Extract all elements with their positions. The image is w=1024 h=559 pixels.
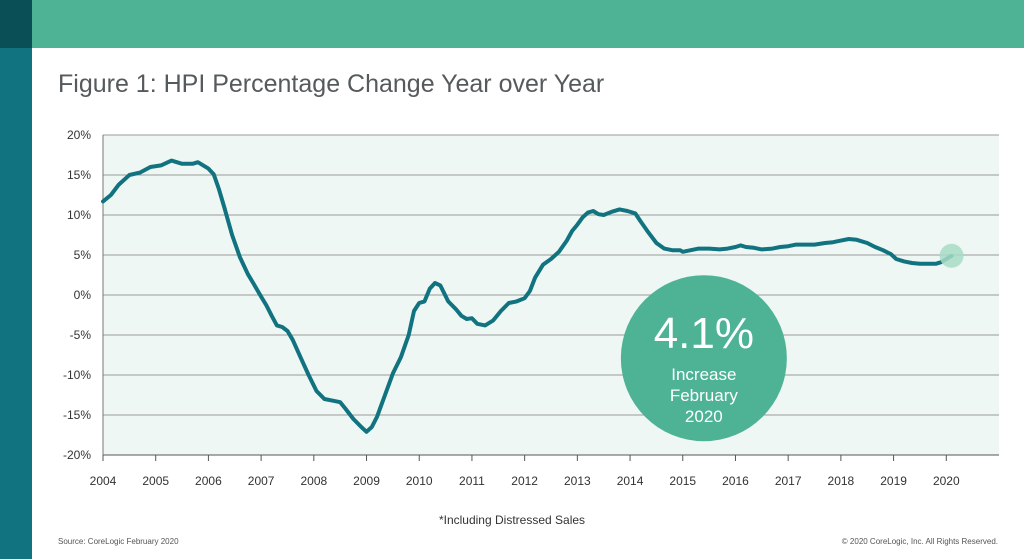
header-corner-block [0,0,32,48]
callout-line-3: 2020 [685,407,723,426]
x-axis: 2004 2005 2006 2007 2008 2009 2010 2011 2012 2013… [90,135,999,488]
y-tick-label: 20% [67,128,91,142]
x-tick-label: 2010 [406,474,433,488]
header-bar [0,0,1024,48]
y-tick-label: -20% [63,448,91,462]
y-tick-label: 5% [74,248,92,262]
y-tick-label: 15% [67,168,91,182]
x-tick-label: 2006 [195,474,222,488]
left-sidebar-bar [0,48,32,559]
x-tick-label: 2009 [353,474,380,488]
latest-value-marker [939,243,964,268]
x-tick-label: 2012 [511,474,538,488]
source-note: Source: CoreLogic February 2020 [58,537,179,546]
callout-bubble: 4.1% Increase February 2020 [620,275,787,442]
x-tick-label: 2020 [933,474,960,488]
x-tick-label: 2016 [722,474,749,488]
footnote: *Including Distressed Sales [438,513,586,527]
x-tick-label: 2011 [459,474,485,488]
chart-title: Figure 1: HPI Percentage Change Year ove… [58,70,605,98]
y-tick-label: -15% [63,408,91,422]
x-tick-label: 2019 [880,474,907,488]
callout-circle [620,275,787,442]
y-axis-tick-labels: 20% 15% 10% 5% 0% -5% -10% -15% -20% [63,128,91,462]
x-tick-label: 2007 [248,474,275,488]
x-tick-label: 2013 [564,474,591,488]
callout-line-1: Increase [671,365,736,384]
x-tick-label: 2005 [142,474,169,488]
x-tick-label: 2008 [300,474,327,488]
y-tick-label: 0% [74,288,92,302]
y-tick-label: -10% [63,368,91,382]
series-line-hpi [101,158,954,434]
x-tick-label: 2018 [828,474,855,488]
copyright-note: © 2020 CoreLogic, Inc. All Rights Reserv… [841,537,998,546]
x-tick-label: 2015 [669,474,696,488]
x-tick-label: 2004 [90,474,117,488]
callout-line-2: February [670,386,739,405]
y-tick-label: -5% [70,328,92,342]
callout-value: 4.1% [654,309,754,358]
x-tick-label: 2014 [617,474,644,488]
x-tick-label: 2017 [775,474,802,488]
y-tick-label: 10% [67,208,91,222]
